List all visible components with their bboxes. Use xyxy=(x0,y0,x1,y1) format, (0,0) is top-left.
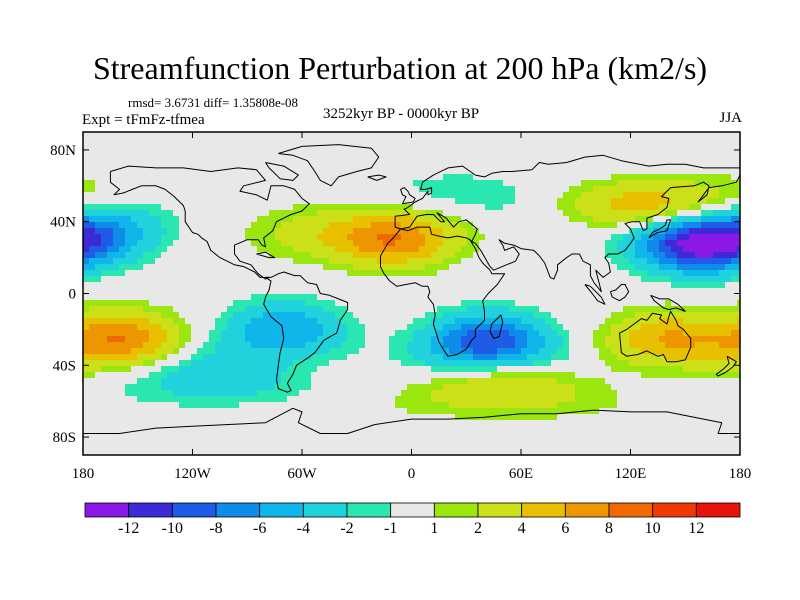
coastline-new-zealand xyxy=(715,355,737,377)
colorbar: -12 -10 -8 -6 -4 -2 -1 1 2 4 6 8 10 12 xyxy=(84,502,741,537)
coastline-antarctica xyxy=(83,407,740,434)
coastline-south-america xyxy=(263,271,349,393)
coastline-sumatra xyxy=(584,284,606,305)
x-tick-label: 60E xyxy=(509,466,533,482)
colorbar-swatch xyxy=(652,502,697,518)
x-tick-label: 120E xyxy=(615,466,647,482)
colorbar-swatch xyxy=(346,502,392,518)
colorbar-label: 6 xyxy=(561,520,569,537)
coastline-australia xyxy=(619,310,692,363)
y-tick-label: 0 xyxy=(69,287,77,303)
colorbar-swatch xyxy=(215,502,261,518)
colorbar-label: -1 xyxy=(384,520,397,537)
colorbar-swatch xyxy=(564,502,610,518)
colorbar-label: 10 xyxy=(645,520,661,537)
colorbar-swatch xyxy=(521,502,566,518)
colorbar-swatch xyxy=(477,502,523,518)
coastline-africa xyxy=(380,226,506,357)
colorbar-swatch xyxy=(84,502,130,518)
colorbar-label: -6 xyxy=(253,520,266,537)
x-tick-label: 60W xyxy=(287,466,317,482)
coastline-arabia-sea-gap xyxy=(469,239,473,242)
y-tick-label: 80S xyxy=(53,430,76,446)
colorbar-swatch xyxy=(128,502,173,518)
experiment-label: Expt = tFmFz-tfmea xyxy=(82,112,205,128)
axes: 180 120W 60W 0 60E 120E 180 80N 40N 0 40S 80S xyxy=(50,132,751,482)
coastline-madagascar xyxy=(489,314,504,339)
colorbar-label: -8 xyxy=(209,520,222,537)
colorbar-swatch xyxy=(608,502,654,518)
coastline-greenland xyxy=(278,144,380,187)
chart-title: Streamfunction Perturbation at 200 hPa (… xyxy=(92,50,708,86)
colorbar-swatch xyxy=(259,502,304,518)
coastline-new-guinea xyxy=(650,294,686,312)
colorbar-label: 4 xyxy=(518,520,526,537)
season-label: JJA xyxy=(719,110,742,126)
colorbar-label: -10 xyxy=(162,520,183,537)
contour-field xyxy=(83,132,740,455)
coastline-britain xyxy=(400,187,416,205)
colorbar-swatch xyxy=(695,502,741,518)
colorbar-label: -12 xyxy=(118,520,139,537)
coastline-north-america xyxy=(109,165,310,280)
coastline-iceland xyxy=(367,174,387,181)
colorbar-label: 8 xyxy=(605,520,613,537)
colorbar-label: -2 xyxy=(340,520,353,537)
colorbar-swatch xyxy=(302,502,348,518)
y-tick-label: 80N xyxy=(50,143,76,159)
coastline-caribbean-cuba xyxy=(256,251,276,259)
period-label: 3252kyr BP - 0000kyr BP xyxy=(323,106,480,122)
y-tick-label: 40S xyxy=(53,358,76,374)
x-tick-label: 180 xyxy=(729,466,752,482)
coastline-baffin xyxy=(265,162,299,181)
coastline-borneo xyxy=(609,284,630,302)
x-tick-label: 0 xyxy=(408,466,416,482)
colorbar-label: 2 xyxy=(474,520,482,537)
coastlines xyxy=(83,144,740,434)
coastline-japan xyxy=(648,219,672,239)
x-tick-label: 180 xyxy=(72,466,95,482)
x-tick-label: 120W xyxy=(174,466,212,482)
stats-text: rmsd= 3.6731 diff= 1.35808e-08 xyxy=(128,95,299,110)
colorbar-label: 1 xyxy=(430,520,438,537)
y-tick-label: 40N xyxy=(50,215,76,231)
colorbar-label: -4 xyxy=(297,520,310,537)
colorbar-swatch xyxy=(433,502,479,518)
colorbar-swatch xyxy=(390,502,435,518)
colorbar-swatch xyxy=(171,502,217,518)
coastline-eurasia xyxy=(394,154,740,293)
colorbar-label: 12 xyxy=(688,520,704,537)
